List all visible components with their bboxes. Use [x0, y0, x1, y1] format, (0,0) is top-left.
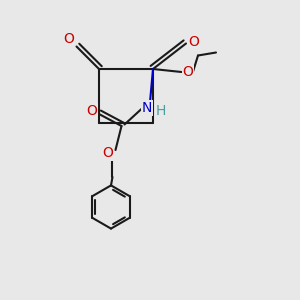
Text: O: O — [188, 35, 199, 49]
Text: O: O — [183, 65, 194, 79]
Text: O: O — [64, 32, 74, 46]
Text: O: O — [103, 146, 113, 160]
Text: O: O — [86, 104, 97, 118]
Text: H: H — [155, 104, 166, 118]
Text: N: N — [142, 101, 152, 115]
